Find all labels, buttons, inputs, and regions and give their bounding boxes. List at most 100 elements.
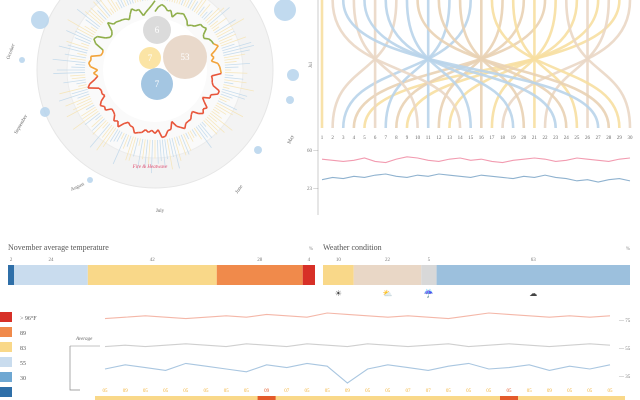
radial-ray	[216, 28, 234, 38]
bottom-day-label: 09	[264, 389, 270, 394]
bottom-day-label: 09	[123, 389, 129, 394]
flow-day-label: 18	[500, 136, 506, 141]
side-precip-bubble	[87, 177, 93, 183]
radial-ray	[214, 106, 227, 115]
flow-curve	[511, 0, 579, 129]
radial-trace-segment	[154, 129, 159, 135]
legend-label: 30	[20, 376, 26, 382]
bar-segment-label: 28	[257, 258, 263, 263]
radial-ray	[195, 0, 207, 14]
radial-trace-segment	[214, 45, 219, 51]
radial-trace-segment	[93, 35, 98, 40]
radial-ray	[205, 7, 220, 22]
radial-ray	[75, 30, 93, 40]
flow-curve	[564, 0, 632, 129]
radial-trace-segment	[150, 0, 156, 6]
legend-label: 55	[20, 361, 26, 367]
radial-ray	[58, 45, 88, 54]
radial-trace-segment	[109, 34, 113, 38]
radial-trace-segment	[167, 128, 172, 132]
radial-ray	[209, 20, 219, 28]
radial-ray	[189, 130, 195, 139]
radial-ray	[214, 19, 236, 34]
radial-ray	[112, 133, 127, 165]
radial-ray	[180, 134, 190, 155]
side-precip-bubble	[287, 69, 299, 81]
radial-trace-segment	[111, 108, 115, 112]
radial-trace-segment	[90, 65, 98, 71]
radial-ray	[142, 139, 146, 160]
bottom-day-strip: 05 09 05 05 05 05 05 05 09 07 05 05 09 05 05 07 07 05 05 05…	[95, 389, 625, 400]
radial-trace-segment	[170, 10, 173, 18]
bottom-day-label: 05	[486, 389, 492, 394]
flow-day-label: 9	[406, 136, 409, 141]
radial-trace-segment	[208, 38, 213, 42]
radial-ray	[70, 57, 86, 61]
radial-ray	[203, 10, 213, 20]
radial-ray	[126, 0, 130, 6]
flow-high-line	[321, 156, 631, 164]
radial-ray	[64, 53, 87, 59]
legend-swatch	[0, 357, 12, 367]
radial-ray	[59, 86, 88, 95]
radial-ray	[157, 139, 159, 164]
radial-trace-segment	[88, 59, 92, 64]
bottom-y-label: — 75	[618, 319, 631, 324]
radial-ray	[65, 95, 91, 107]
condition-bar-panel: Weather condition % 10 ☀ 22 ⛅ 5 ☔ 63 ☁	[323, 243, 630, 298]
radial-ray	[208, 114, 218, 123]
radial-trace-segment	[113, 114, 116, 121]
radial-ray	[133, 137, 139, 157]
month-label: October	[6, 43, 16, 60]
flow-day-label: 27	[596, 136, 602, 141]
radial-ray	[222, 86, 230, 89]
radial-trace-segment	[210, 40, 215, 45]
radial-trace-segment	[97, 35, 106, 39]
radial-trace-segment	[129, 124, 134, 128]
rain-icon: ☔	[424, 288, 434, 298]
radial-ray	[53, 72, 86, 74]
condition-bar: 10 ☀ 22 ⛅ 5 ☔ 63 ☁	[323, 258, 630, 298]
bottom-day-label: 05	[446, 389, 452, 394]
daily-temperature-chart: Average — 75— 55— 35 05 09 05 05 05 05 05 05 09 0…	[69, 312, 631, 400]
radial-ray	[82, 108, 98, 120]
flow-day-label: 20	[521, 136, 527, 141]
radial-ray	[176, 136, 180, 146]
flow-curve	[490, 0, 621, 129]
radial-ray	[185, 0, 190, 8]
flow-curve	[331, 0, 462, 129]
bottom-day-label: 05	[385, 389, 391, 394]
radial-ray	[97, 10, 107, 20]
radial-ray	[126, 135, 132, 147]
radial-ray	[120, 132, 125, 140]
radial-trace-segment	[200, 23, 204, 28]
radial-ray	[178, 135, 187, 156]
radial-ray	[72, 110, 99, 130]
radial-trace-segment	[95, 42, 104, 51]
radial-ray	[185, 132, 190, 140]
side-precip-bubble	[254, 146, 262, 154]
bottom-high-line	[104, 312, 611, 320]
bottom-day-label: 07	[406, 389, 412, 394]
radial-trace-segment	[157, 3, 163, 8]
bar-segment	[302, 265, 315, 285]
radial-ray	[169, 138, 174, 157]
radial-trace-segment	[141, 129, 147, 134]
radial-trace-segment	[123, 121, 129, 125]
radial-trace-segment	[190, 111, 194, 116]
temperature-bar-panel: November average temperature % 2 24 42 28 4	[8, 243, 315, 285]
bar-segment-label: 2	[10, 258, 13, 263]
radial-ray	[77, 93, 90, 99]
flow-curve	[384, 0, 451, 129]
flow-curve	[416, 0, 611, 129]
radial-ray	[223, 49, 250, 56]
precip-bubble-label: 7	[148, 53, 153, 63]
bottom-day-label: 05	[305, 389, 311, 394]
radial-trace-segment	[203, 37, 209, 40]
bar-segment-label: 24	[48, 258, 54, 263]
radial-ray	[224, 74, 234, 76]
radial-trace-segment	[134, 131, 139, 134]
radial-trace-segment	[217, 90, 221, 95]
radial-ray	[217, 30, 235, 40]
